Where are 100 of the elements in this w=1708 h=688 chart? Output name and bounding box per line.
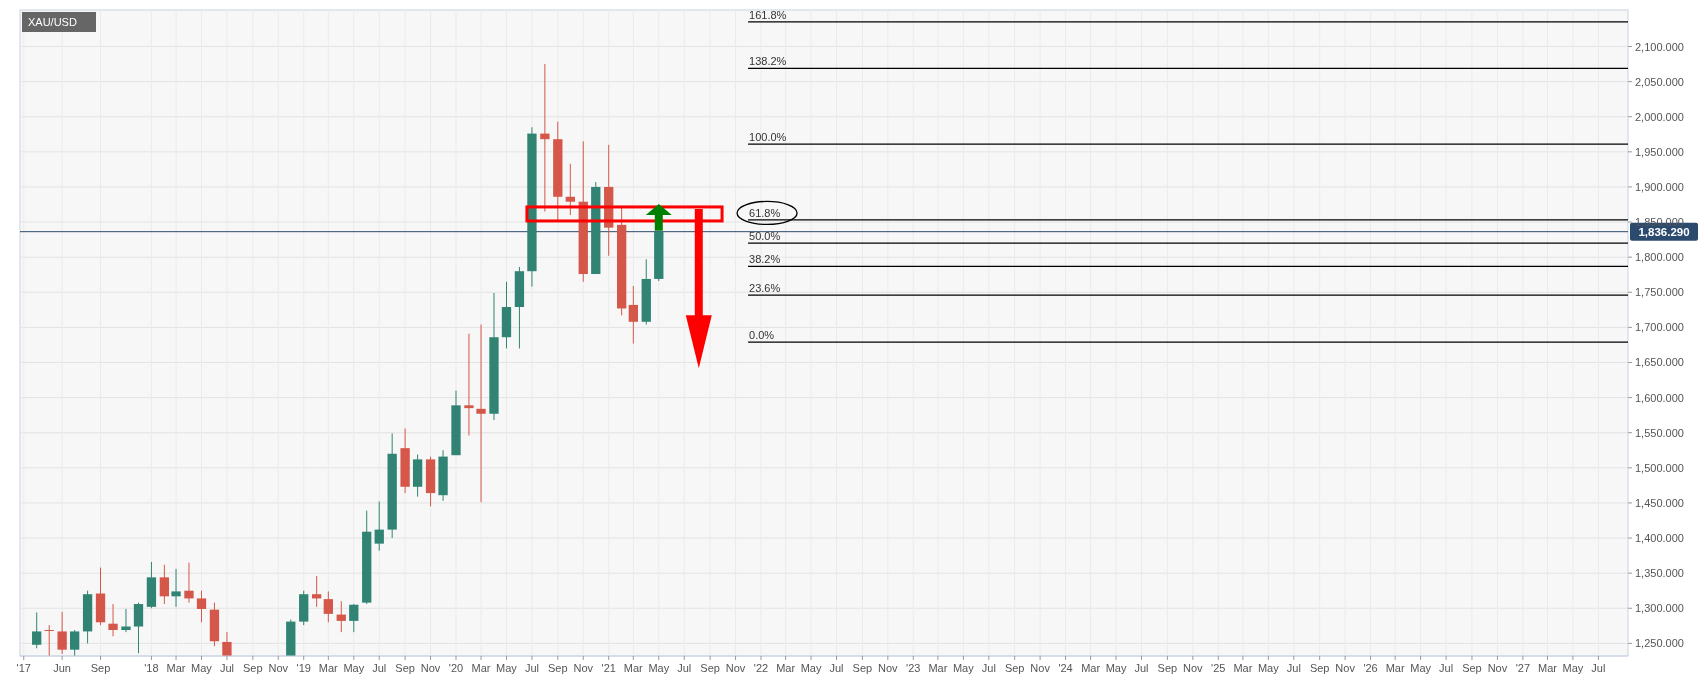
x-tick-label: Sep <box>1309 662 1330 674</box>
x-tick-label: Mar <box>1233 662 1253 674</box>
x-tick-label: Mar <box>166 662 186 674</box>
x-tick-label: Mar <box>928 662 948 674</box>
x-tick-label: Sep <box>548 662 568 674</box>
x-tick-label: Jul <box>1134 662 1149 674</box>
x-tick-label: Mar <box>623 662 644 674</box>
x-tick-label: '17 <box>16 662 31 674</box>
ref-line-label: 1,836.290 <box>1638 225 1690 238</box>
candlestick <box>476 324 486 503</box>
annotation: 138.2% <box>749 55 787 68</box>
x-tick-label: May <box>191 662 213 674</box>
x-tick-label: Jul <box>524 662 539 674</box>
x-tick-label: Mar <box>1081 662 1101 674</box>
x-tick-label: Jul <box>677 662 692 674</box>
candlestick <box>323 590 333 623</box>
y-tick-label: 1,600.000 <box>1635 391 1684 404</box>
candlestick <box>159 564 170 605</box>
x-tick-label: Sep <box>700 662 720 674</box>
x-tick-label: '26 <box>1363 662 1378 674</box>
x-tick-label: Nov <box>1335 662 1356 674</box>
x-tick-label: '24 <box>1058 662 1073 674</box>
x-tick-label: May <box>1105 662 1127 674</box>
x-tick-label: May <box>1562 662 1584 674</box>
y-tick-label: 2,100.000 <box>1635 40 1684 53</box>
x-tick-label: Jul <box>1439 662 1454 674</box>
x-tick-label: Jun <box>53 662 72 674</box>
x-tick-label: Sep <box>1157 662 1178 674</box>
candlestick <box>32 611 42 649</box>
annotation: 61.8% <box>749 206 781 219</box>
x-tick-label: May <box>1257 662 1280 674</box>
x-tick-label: Sep <box>852 662 873 674</box>
y-tick-label: 2,000.000 <box>1635 110 1684 123</box>
annotation: 50.0% <box>749 230 781 243</box>
x-tick-label: '19 <box>296 662 311 674</box>
candlestick <box>628 285 638 345</box>
x-tick-label: Mar <box>471 662 491 674</box>
x-tick-label: Jul <box>829 662 844 674</box>
candlestick <box>121 608 131 633</box>
x-tick-label: May <box>496 662 518 674</box>
x-tick-label: '23 <box>906 662 921 674</box>
x-tick-label: Sep <box>1004 662 1025 674</box>
x-tick-label: Nov <box>573 662 594 674</box>
y-tick-label: 1,550.000 <box>1635 426 1684 439</box>
x-tick-label: Sep <box>395 662 415 674</box>
candlestick <box>196 590 207 623</box>
x-tick-label: Nov <box>420 662 441 674</box>
y-tick-label: 1,800.000 <box>1635 251 1684 264</box>
annotation: 0.0% <box>749 329 775 342</box>
x-tick-label: Nov <box>1487 662 1508 674</box>
y-tick-label: 1,250.000 <box>1635 637 1684 650</box>
x-tick-label: Nov <box>878 662 899 674</box>
x-tick-label: Sep <box>1462 662 1482 674</box>
candlestick <box>171 568 181 608</box>
x-tick-label: Jul <box>219 662 234 674</box>
x-tick-label: Mar <box>1385 662 1405 674</box>
candlestick <box>184 562 194 604</box>
candlestick <box>374 501 384 552</box>
candlestick <box>70 629 80 657</box>
y-tick-label: 1,350.000 <box>1635 567 1684 580</box>
text: XAU/USD <box>28 16 77 28</box>
annotation: 161.8% <box>749 8 787 21</box>
y-tick-label: 1,950.000 <box>1635 145 1684 158</box>
y-tick-label: 1,300.000 <box>1635 602 1684 615</box>
x-tick-label: May <box>343 662 365 674</box>
candlestick <box>44 624 54 657</box>
x-tick-label: Mar <box>776 662 796 674</box>
candlestick <box>57 611 67 655</box>
x-tick-label: Mar <box>318 662 339 674</box>
x-tick-label: Nov <box>1183 662 1204 674</box>
x-tick-label: Jul <box>1286 662 1301 674</box>
x-tick-label: Jul <box>1591 662 1606 674</box>
x-tick-label: Jul <box>981 662 996 674</box>
x-tick-label: '21 <box>601 662 616 674</box>
x-tick-label: '18 <box>144 662 159 674</box>
x-tick-label: Sep <box>243 662 263 674</box>
x-tick-label: May <box>648 662 670 674</box>
candlestick <box>311 575 322 608</box>
y-tick-label: 1,400.000 <box>1635 532 1684 545</box>
annotation: 38.2% <box>749 253 781 266</box>
annotation: 100.0% <box>749 131 787 144</box>
candlestick <box>349 603 359 633</box>
x-tick-label: May <box>952 662 975 674</box>
x-tick-label: Jul <box>372 662 387 674</box>
x-tick-label: Nov <box>268 662 289 674</box>
candlestick <box>133 602 144 654</box>
y-tick-label: 1,900.000 <box>1635 180 1684 193</box>
x-tick-label: Nov <box>725 662 746 674</box>
x-tick-label: Mar <box>1538 662 1558 674</box>
annotation: 23.6% <box>749 282 781 295</box>
y-tick-label: 2,050.000 <box>1635 75 1684 88</box>
candlestick <box>108 603 118 637</box>
x-tick-label: May <box>800 662 822 674</box>
y-tick-label: 1,650.000 <box>1635 356 1684 369</box>
x-tick-label: Sep <box>90 662 111 674</box>
candlestick <box>565 163 575 216</box>
x-tick-label: '27 <box>1515 662 1531 674</box>
y-tick-label: 1,450.000 <box>1635 496 1684 509</box>
x-tick-label: Nov <box>1030 662 1051 674</box>
candlestick <box>336 600 346 633</box>
